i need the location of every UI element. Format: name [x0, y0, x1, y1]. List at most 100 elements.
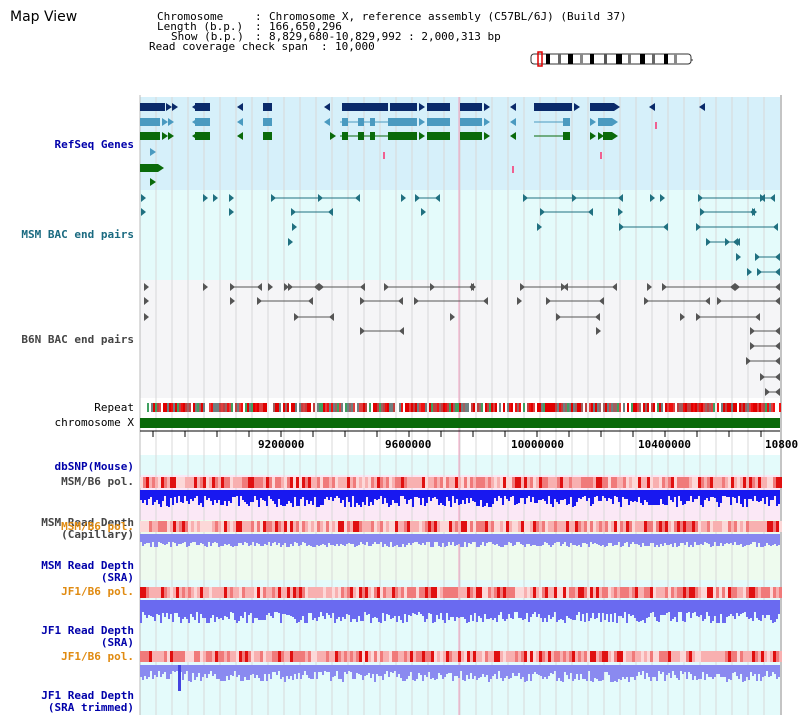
track-label-chromosome[interactable]: chromosome X — [0, 417, 134, 429]
read-depth-bar — [410, 665, 412, 672]
polymorphism-cell — [608, 587, 611, 598]
repeat-element — [739, 403, 741, 412]
read-depth-bar — [216, 490, 218, 503]
read-depth-bar — [540, 490, 542, 500]
read-depth-bar — [624, 600, 626, 612]
repeat-element — [765, 403, 767, 412]
polymorphism-cell — [401, 651, 404, 662]
read-depth-bar — [388, 665, 390, 677]
polymorphism-cell — [248, 521, 251, 532]
read-depth-bar — [170, 490, 172, 498]
track-label-b6n-bac[interactable]: B6N BAC end pairs — [0, 334, 134, 346]
repeat-element — [305, 403, 307, 412]
polymorphism-cell — [761, 477, 764, 488]
read-depth-bar — [340, 534, 342, 544]
polymorphism-cell — [341, 587, 344, 598]
read-depth-bar — [414, 534, 416, 542]
read-depth-bar — [622, 490, 624, 497]
repeat-element — [349, 403, 351, 412]
read-depth-bar — [482, 534, 484, 542]
chromosome-ideogram[interactable] — [528, 50, 698, 70]
read-depth-bar — [734, 490, 736, 498]
read-depth-bar — [324, 534, 326, 545]
read-depth-bar — [448, 600, 450, 620]
polymorphism-cell — [428, 587, 431, 598]
read-depth-bar — [690, 665, 692, 674]
read-depth-bar — [470, 490, 472, 498]
polymorphism-cell — [377, 587, 380, 598]
polymorphism-cell — [683, 521, 686, 532]
read-depth-bar — [620, 534, 622, 547]
polymorphism-cell — [161, 521, 164, 532]
read-depth-bar — [772, 665, 774, 672]
polymorphism-cell — [626, 477, 629, 488]
repeat-element — [447, 403, 449, 412]
read-depth-bar — [588, 600, 590, 621]
polymorphism-cell — [413, 651, 416, 662]
polymorphism-cell — [344, 651, 347, 662]
polymorphism-cell — [638, 477, 641, 488]
polymorphism-cell — [494, 521, 497, 532]
track-label-jf1-b6-pol-1[interactable]: JF1/B6 pol. — [0, 586, 134, 598]
polymorphism-cell — [410, 651, 413, 662]
read-depth-bar — [178, 490, 180, 496]
polymorphism-cell — [773, 651, 776, 662]
read-depth-bar — [230, 534, 232, 546]
track-label-msm-b6-pol-1[interactable]: MSM/B6 pol. — [0, 476, 134, 488]
read-depth-bar — [420, 534, 422, 545]
polymorphism-cell — [452, 651, 455, 662]
track-label-msm-bac[interactable]: MSM BAC end pairs — [0, 229, 134, 241]
track-label-repeat[interactable]: Repeat — [0, 402, 134, 414]
read-depth-bar — [476, 490, 478, 506]
read-depth-bar — [146, 600, 148, 618]
repeat-element — [717, 403, 719, 412]
track-label-dbsnp[interactable]: dbSNP(Mouse) — [0, 461, 134, 473]
repeat-element — [275, 403, 277, 412]
polymorphism-cell — [605, 651, 608, 662]
read-depth-bar — [224, 665, 226, 681]
polymorphism-cell — [605, 521, 608, 532]
read-depth-bar — [342, 600, 344, 617]
polymorphism-cell — [557, 477, 560, 488]
track-label-jf1-b6-pol-2[interactable]: JF1/B6 pol. — [0, 651, 134, 663]
read-depth-bar — [650, 534, 652, 543]
track-label-refseq[interactable]: RefSeq Genes — [0, 139, 134, 151]
polymorphism-cell — [395, 651, 398, 662]
polymorphism-cell — [743, 587, 746, 598]
polymorphism-cell — [305, 477, 308, 488]
repeat-element — [413, 403, 415, 412]
read-depth-bar — [614, 534, 616, 545]
read-depth-bar — [284, 665, 286, 682]
repeat-element — [631, 403, 633, 412]
read-depth-bar — [554, 600, 556, 612]
read-depth-bar — [276, 600, 278, 612]
read-depth-bar — [524, 665, 526, 682]
track-label-jf1-depth-trimmed[interactable]: JF1 Read Depth(SRA trimmed) — [0, 666, 134, 726]
repeat-element — [433, 403, 435, 412]
track-label-msm-b6-pol-2[interactable]: MSM/B6 pol. — [0, 521, 134, 533]
read-depth-bar — [668, 600, 670, 612]
repeat-element — [669, 403, 671, 412]
polymorphism-cell — [143, 477, 146, 488]
read-depth-bar — [580, 534, 582, 547]
repeat-element — [359, 403, 361, 412]
repeat-element — [575, 403, 577, 412]
repeat-element — [197, 403, 199, 412]
repeat-element — [761, 403, 763, 412]
read-depth-bar — [706, 490, 708, 498]
read-depth-bar — [206, 600, 208, 623]
read-depth-bar — [282, 490, 284, 506]
read-depth-bar — [282, 534, 284, 545]
repeat-element — [511, 403, 513, 412]
polymorphism-cell — [593, 521, 596, 532]
polymorphism-cell — [569, 651, 572, 662]
read-depth-bar — [448, 534, 450, 542]
polymorphism-cell — [485, 521, 488, 532]
read-depth-bar — [224, 534, 226, 544]
read-depth-bar — [380, 665, 382, 676]
read-depth-bar — [464, 534, 466, 542]
polymorphism-cell — [350, 651, 353, 662]
polymorphism-cell — [395, 477, 398, 488]
repeat-element — [173, 403, 175, 412]
read-depth-bar — [408, 600, 410, 615]
